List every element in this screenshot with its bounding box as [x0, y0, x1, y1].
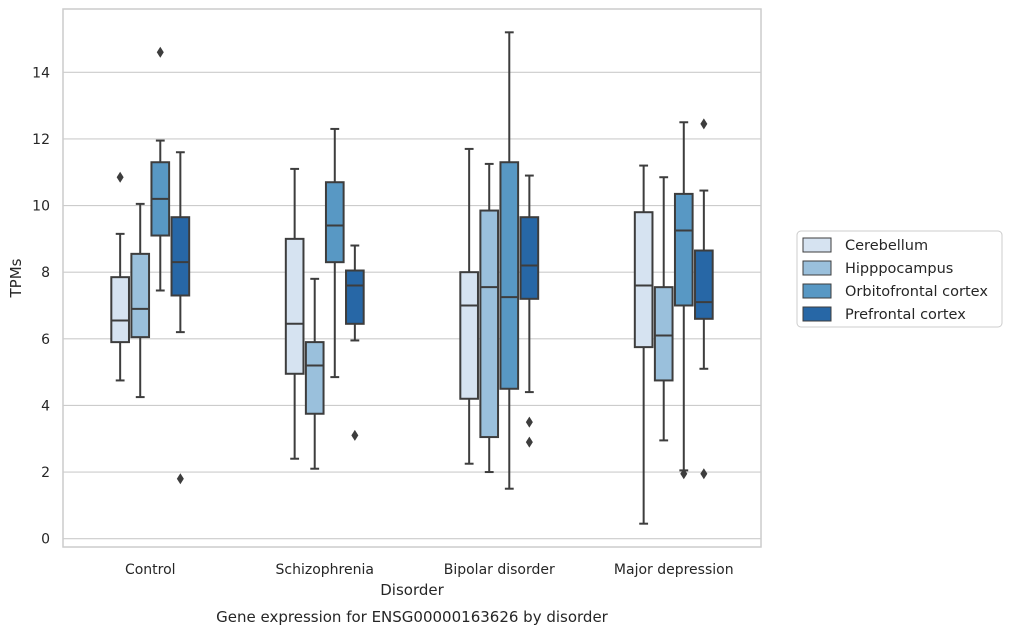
- x-tick-label: Schizophrenia: [276, 562, 374, 578]
- y-tick-label: 0: [41, 532, 50, 548]
- legend-label: Hipppocampus: [845, 261, 953, 277]
- box-iqr: [284, 237, 305, 375]
- box-orbitofrontal-cortex: [499, 31, 520, 490]
- box-iqr: [304, 341, 325, 415]
- outlier-point: [700, 468, 708, 480]
- box-hipppocampus: [653, 176, 674, 442]
- plot-background: [63, 9, 761, 547]
- plot-frame: [62, 8, 762, 548]
- x-tick-label: Control: [125, 562, 176, 578]
- box-prefrontal-cortex: [519, 174, 540, 448]
- outlier-point: [156, 46, 164, 58]
- box-cerebellum: [633, 164, 654, 525]
- outlier-point: [176, 473, 184, 485]
- y-tick-label: 14: [32, 65, 50, 81]
- legend-swatch: [802, 306, 832, 322]
- y-tick-label: 6: [41, 332, 50, 348]
- box-iqr: [673, 192, 694, 307]
- y-tick-label: 2: [41, 465, 50, 481]
- y-tick-label: 12: [32, 132, 50, 148]
- legend: Cerebellum Hipppocampus Orbitofrontal cort…: [796, 230, 1003, 328]
- box-iqr: [653, 286, 674, 382]
- y-axis-ticks: 0 2 4 6 8 10 12 14: [32, 65, 50, 547]
- box-hipppocampus: [479, 162, 500, 474]
- x-tick-label: Bipolar disorder: [444, 562, 555, 578]
- legend-swatch: [802, 237, 832, 253]
- box-iqr: [130, 252, 151, 339]
- y-tick-label: 8: [41, 265, 50, 281]
- x-axis-ticks: Control Schizophrenia Bipolar disorder Majo…: [125, 562, 734, 578]
- box-orbitofrontal-cortex: [324, 127, 345, 379]
- box-orbitofrontal-cortex: [673, 121, 694, 480]
- outlier-point: [680, 468, 688, 480]
- legend-label: Orbitofrontal cortex: [845, 284, 988, 300]
- box-hipppocampus: [304, 277, 325, 470]
- legend-swatch: [802, 260, 832, 276]
- box-layer: [110, 31, 714, 525]
- box-prefrontal-cortex: [345, 244, 365, 441]
- box-orbitofrontal-cortex: [150, 46, 171, 292]
- box-iqr: [345, 269, 365, 325]
- box-cerebellum: [284, 167, 305, 460]
- box-iqr: [499, 161, 520, 390]
- box-prefrontal-cortex: [170, 151, 191, 485]
- legend-label: Cerebellum: [845, 238, 928, 254]
- box-cerebellum: [110, 171, 130, 382]
- box-hipppocampus: [130, 202, 151, 399]
- outlier-point: [525, 416, 533, 428]
- box-prefrontal-cortex: [694, 118, 714, 480]
- y-axis-title: TPMs: [7, 258, 25, 298]
- x-tick-label: Major depression: [614, 562, 734, 578]
- chart-caption: Gene expression for ENSG00000163626 by d…: [216, 608, 609, 626]
- legend-frame: [796, 230, 1003, 328]
- box-iqr: [459, 271, 479, 400]
- legend-swatch: [802, 283, 832, 299]
- outlier-point: [351, 429, 359, 441]
- box-cerebellum: [459, 147, 479, 465]
- y-tick-label: 10: [32, 199, 50, 215]
- legend-label: Prefrontal cortex: [845, 307, 966, 323]
- box-iqr: [519, 216, 540, 300]
- box-iqr: [694, 249, 714, 320]
- box-iqr: [324, 181, 345, 264]
- x-axis-title: Disorder: [380, 581, 444, 599]
- box-iqr: [170, 216, 191, 297]
- outlier-point: [525, 436, 533, 448]
- box-iqr: [633, 211, 654, 349]
- y-tick-label: 4: [41, 398, 50, 414]
- box-iqr: [110, 276, 130, 344]
- box-iqr: [479, 209, 500, 439]
- outlier-point: [700, 118, 708, 130]
- outlier-point: [116, 171, 124, 183]
